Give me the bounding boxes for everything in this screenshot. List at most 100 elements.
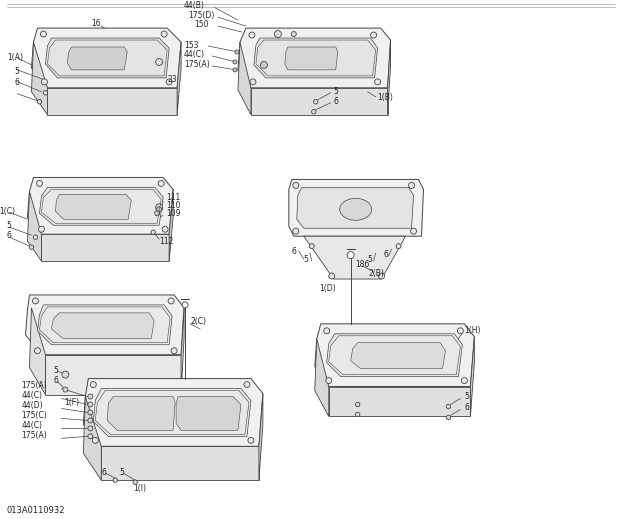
Text: 5: 5 — [53, 366, 58, 375]
Text: 1(F): 1(F) — [64, 398, 79, 407]
Text: 111: 111 — [166, 193, 180, 202]
Circle shape — [161, 31, 167, 37]
Circle shape — [312, 110, 316, 114]
Polygon shape — [471, 337, 474, 416]
Polygon shape — [304, 236, 405, 279]
Polygon shape — [40, 187, 163, 225]
Circle shape — [151, 230, 156, 235]
Polygon shape — [169, 189, 173, 261]
Circle shape — [162, 226, 168, 232]
Circle shape — [88, 434, 93, 439]
Circle shape — [43, 91, 48, 95]
Polygon shape — [315, 324, 474, 387]
Text: 1(A): 1(A) — [7, 53, 24, 62]
Polygon shape — [285, 47, 338, 70]
Text: 5: 5 — [464, 392, 469, 401]
Polygon shape — [94, 389, 251, 436]
Circle shape — [154, 211, 160, 216]
Text: 1(I): 1(I) — [133, 484, 146, 493]
Circle shape — [314, 100, 318, 104]
Text: 2(C): 2(C) — [190, 317, 206, 326]
Circle shape — [355, 402, 360, 407]
Circle shape — [157, 207, 162, 212]
Circle shape — [458, 328, 463, 334]
Polygon shape — [329, 387, 471, 416]
Polygon shape — [45, 38, 169, 78]
Circle shape — [293, 182, 299, 188]
Circle shape — [233, 68, 237, 72]
Polygon shape — [181, 308, 184, 394]
Polygon shape — [51, 313, 154, 339]
Circle shape — [92, 438, 99, 443]
Circle shape — [324, 328, 330, 334]
Circle shape — [88, 394, 93, 399]
Polygon shape — [48, 88, 177, 115]
Polygon shape — [83, 397, 101, 480]
Text: 6: 6 — [384, 250, 389, 258]
Text: 44(C): 44(C) — [184, 50, 205, 60]
Circle shape — [133, 480, 138, 484]
Text: 5: 5 — [304, 255, 309, 264]
Circle shape — [35, 348, 40, 354]
Text: 6: 6 — [14, 78, 19, 87]
Text: 175(A): 175(A) — [22, 381, 47, 390]
Circle shape — [409, 182, 415, 188]
Circle shape — [329, 273, 335, 279]
Text: 6: 6 — [464, 403, 469, 412]
Text: 5: 5 — [119, 468, 124, 476]
Circle shape — [29, 245, 33, 249]
Polygon shape — [27, 177, 173, 234]
Text: 150: 150 — [194, 20, 208, 29]
Polygon shape — [55, 195, 131, 219]
Circle shape — [91, 381, 96, 388]
Polygon shape — [83, 378, 263, 446]
Polygon shape — [32, 42, 48, 115]
Polygon shape — [289, 180, 423, 236]
Polygon shape — [238, 28, 391, 88]
Text: 175(A): 175(A) — [184, 60, 210, 70]
Circle shape — [88, 402, 93, 407]
Polygon shape — [32, 28, 181, 88]
Circle shape — [88, 426, 93, 431]
Text: 175(D): 175(D) — [188, 10, 215, 20]
Text: 1(B): 1(B) — [378, 93, 394, 102]
Text: 1(C): 1(C) — [0, 207, 16, 216]
Circle shape — [37, 100, 42, 104]
Circle shape — [156, 59, 162, 65]
Polygon shape — [351, 343, 445, 368]
Text: 153: 153 — [184, 40, 198, 49]
Text: 6: 6 — [7, 231, 11, 240]
Text: 110: 110 — [166, 201, 180, 210]
Circle shape — [410, 228, 417, 234]
Text: 109: 109 — [166, 209, 180, 218]
Circle shape — [233, 60, 237, 64]
Circle shape — [446, 415, 451, 420]
Polygon shape — [42, 234, 169, 261]
Text: 5: 5 — [334, 87, 339, 97]
Circle shape — [396, 243, 401, 249]
Circle shape — [260, 61, 267, 69]
Polygon shape — [327, 334, 463, 377]
Circle shape — [291, 32, 296, 36]
Circle shape — [168, 298, 174, 304]
Polygon shape — [315, 339, 329, 416]
Polygon shape — [68, 47, 127, 70]
Polygon shape — [27, 192, 42, 261]
Circle shape — [371, 32, 376, 38]
Text: 44(D): 44(D) — [22, 401, 43, 410]
Circle shape — [461, 378, 467, 384]
Circle shape — [37, 181, 42, 186]
Circle shape — [248, 438, 254, 443]
Circle shape — [326, 378, 332, 384]
Circle shape — [235, 50, 239, 54]
Circle shape — [88, 418, 93, 423]
Polygon shape — [254, 38, 378, 78]
Polygon shape — [259, 393, 263, 480]
Circle shape — [182, 302, 188, 308]
Text: 2(B): 2(B) — [369, 268, 384, 278]
Circle shape — [40, 31, 46, 37]
Text: 112: 112 — [159, 237, 174, 245]
Circle shape — [171, 348, 177, 354]
Circle shape — [275, 31, 281, 37]
Circle shape — [33, 235, 38, 239]
